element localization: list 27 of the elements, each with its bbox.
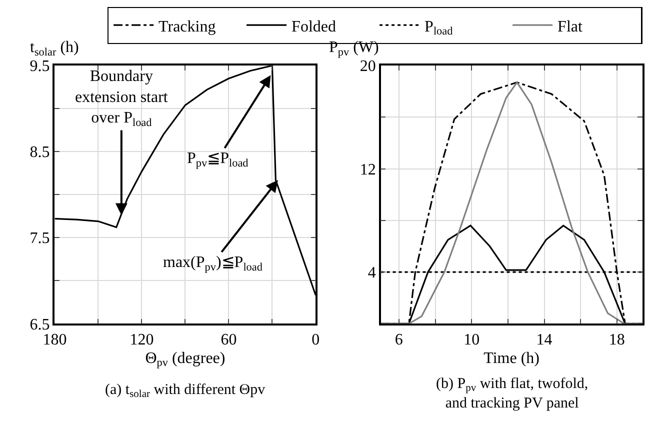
y-tick-label: 4	[368, 264, 376, 282]
x-tick-label: 10	[464, 332, 480, 349]
y-tick-label: 12	[360, 161, 376, 178]
x-tick-label: 0	[312, 332, 320, 349]
y-tick-label: 7.5	[30, 230, 50, 248]
x-axis-title: Time (h)	[484, 350, 540, 367]
x-axis-title: Θ$_{pv}$ (degree)	[145, 350, 226, 370]
x-tick-label: 120	[130, 332, 154, 349]
x-tick-label: 14	[536, 332, 552, 349]
y-tick-label: 8.5	[30, 144, 50, 162]
x-tick-label: 180	[42, 332, 67, 349]
y-tick-label: 20	[360, 58, 376, 76]
text: (a) t$_{solar}$ with different Θpv	[105, 382, 266, 400]
x-tick-label: 18	[608, 332, 625, 349]
legend-label: Folded	[292, 18, 336, 36]
y-axis-title: t$_{solar}$ (h)	[30, 39, 79, 58]
annotation: P$_{pv}$≦P$_{load}$	[187, 150, 249, 170]
annotation: Boundary extension start over P$_{load}$	[75, 68, 168, 129]
y-tick-label: 9.5	[30, 58, 50, 76]
x-tick-label: 6	[394, 332, 403, 349]
text: (b) P$_{pv}$ with flat, twofold, and tracking PV panel	[436, 376, 588, 412]
annotation: max(P$_{pv}$)≦P$_{load}$	[163, 254, 263, 274]
x-tick-label: 60	[220, 332, 237, 349]
y-tick-label: 6.5	[30, 316, 50, 334]
legend-label: Tracking	[158, 18, 216, 36]
legend-label: P$_{load}$	[424, 18, 454, 38]
legend-label: Flat	[558, 18, 583, 36]
